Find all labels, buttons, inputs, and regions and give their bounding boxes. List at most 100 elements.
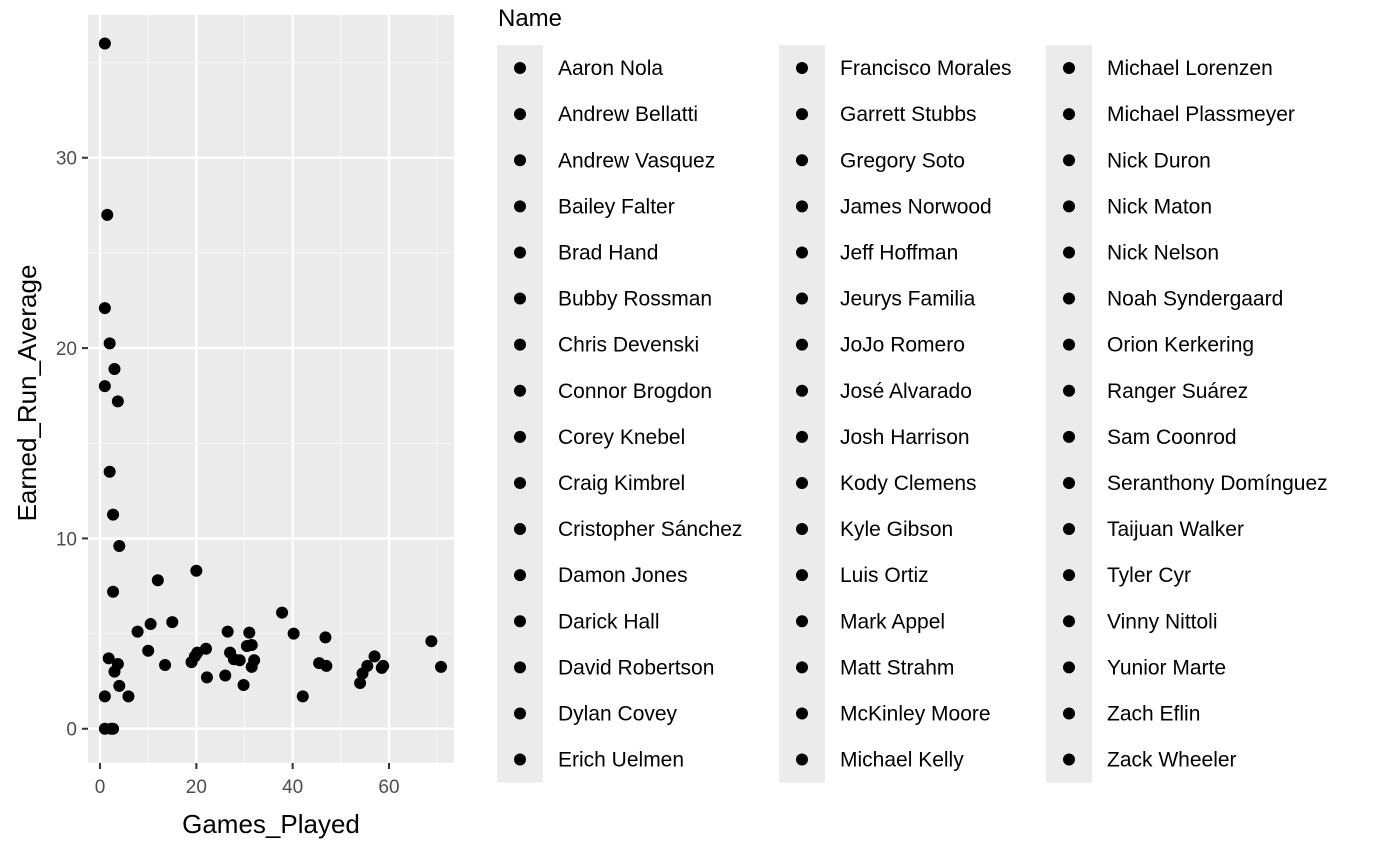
data-point: [245, 660, 258, 673]
legend-label: Taijuan Walker: [1107, 518, 1244, 541]
legend-label: Andrew Vasquez: [558, 149, 715, 172]
legend-key-background: [1046, 45, 1092, 783]
legend-label: Nick Duron: [1107, 149, 1211, 172]
legend-label: Zach Eflin: [1107, 702, 1200, 725]
x-tick-label: 20: [186, 777, 207, 798]
data-point: [122, 690, 135, 703]
legend-label: Brad Hand: [558, 241, 658, 264]
legend-label: Dylan Covey: [558, 702, 678, 725]
data-point: [200, 671, 213, 684]
legend-label: Jeurys Familia: [840, 288, 976, 311]
data-point: [237, 678, 250, 691]
data-point: [434, 660, 447, 673]
data-point: [103, 465, 116, 478]
legend-key-point: [796, 707, 808, 720]
legend-label: James Norwood: [840, 195, 992, 218]
legend-key-point: [1063, 430, 1075, 443]
data-point: [166, 616, 179, 629]
legend-label: Andrew Bellatti: [558, 103, 698, 126]
legend-label: Nick Maton: [1107, 195, 1212, 218]
legend-title: Name: [498, 5, 562, 32]
legend-key-point: [514, 108, 526, 121]
data-point: [144, 618, 157, 631]
data-point: [368, 650, 381, 663]
legend-key-point: [514, 661, 526, 674]
data-point: [185, 656, 198, 669]
data-point: [107, 585, 120, 598]
legend-key-point: [796, 292, 808, 305]
legend-label: Zack Wheeler: [1107, 749, 1237, 772]
legend-label: Vinny Nittoli: [1107, 610, 1218, 633]
data-point: [113, 679, 126, 692]
data-point: [296, 690, 309, 703]
legend-label: Noah Syndergaard: [1107, 288, 1283, 311]
legend-key-point: [796, 246, 808, 259]
legend-key-point: [1063, 108, 1075, 121]
data-point: [190, 564, 203, 577]
legend-label: Matt Strahm: [840, 656, 954, 679]
data-point: [98, 690, 111, 703]
x-tick-label: 60: [378, 777, 399, 798]
data-point: [107, 508, 120, 521]
data-point: [98, 380, 111, 393]
legend-label: Josh Harrison: [840, 426, 970, 449]
x-axis: 0 20 40 60: [95, 763, 400, 798]
y-tick-label: 30: [56, 149, 77, 170]
legend-column: Francisco Morales Garrett Stubbs Gregory S…: [779, 45, 1012, 783]
legend-label: Gregory Soto: [840, 149, 965, 172]
data-point: [287, 627, 300, 640]
legend-column: Aaron Nola Andrew Bellatti Andrew Vasquez B…: [497, 45, 742, 783]
legend-label: Yunior Marte: [1107, 656, 1226, 679]
legend-label: Craig Kimbrel: [558, 472, 685, 495]
legend-key-point: [514, 384, 526, 397]
legend-key-point: [796, 384, 808, 397]
legend-column: Michael Lorenzen Michael Plassmeyer Nick D…: [1046, 45, 1328, 783]
legend-key-point: [1063, 246, 1075, 259]
legend-key-point: [514, 615, 526, 628]
data-point: [221, 625, 234, 638]
data-point: [319, 631, 332, 644]
data-point: [233, 654, 246, 667]
legend-key-point: [1063, 154, 1075, 167]
legend-key-point: [1063, 384, 1075, 397]
y-axis: 0 10 20 30: [56, 149, 88, 741]
legend-label: Garrett Stubbs: [840, 103, 977, 126]
legend-key-point: [514, 430, 526, 443]
legend-label: David Robertson: [558, 656, 714, 679]
legend: Aaron Nola Andrew Bellatti Andrew Vasquez B…: [497, 45, 1328, 783]
legend-key-point: [514, 246, 526, 259]
legend-key-point: [1063, 661, 1075, 674]
legend-key-point: [514, 62, 526, 75]
minor-gridlines: [88, 15, 454, 763]
x-axis-title: Games_Played: [182, 809, 360, 839]
data-point: [320, 659, 333, 672]
legend-key-point: [514, 338, 526, 351]
legend-key-point: [1063, 62, 1075, 75]
data-point: [151, 574, 164, 587]
legend-key-point: [796, 108, 808, 121]
data-point: [354, 677, 367, 690]
legend-label: Bubby Rossman: [558, 288, 712, 311]
data-point: [101, 208, 114, 221]
legend-label: Aaron Nola: [558, 57, 663, 80]
data-point: [131, 625, 144, 638]
legend-key-point: [1063, 707, 1075, 720]
legend-label: Ranger Suárez: [1107, 380, 1248, 403]
legend-label: Kyle Gibson: [840, 518, 953, 541]
data-point: [108, 665, 121, 678]
legend-label: Francisco Morales: [840, 57, 1012, 80]
legend-key-point: [514, 200, 526, 213]
legend-label: José Alvarado: [840, 380, 972, 403]
data-points: [98, 37, 447, 735]
data-point: [108, 363, 121, 376]
data-point: [219, 669, 232, 682]
y-axis-title: Earned_Run_Average: [12, 265, 42, 522]
data-point: [111, 395, 124, 408]
legend-label: Michael Plassmeyer: [1107, 103, 1295, 126]
legend-key-point: [1063, 523, 1075, 536]
legend-key-point: [796, 62, 808, 75]
legend-key-point: [514, 476, 526, 489]
data-point: [113, 540, 126, 553]
legend-key-point: [1063, 292, 1075, 305]
